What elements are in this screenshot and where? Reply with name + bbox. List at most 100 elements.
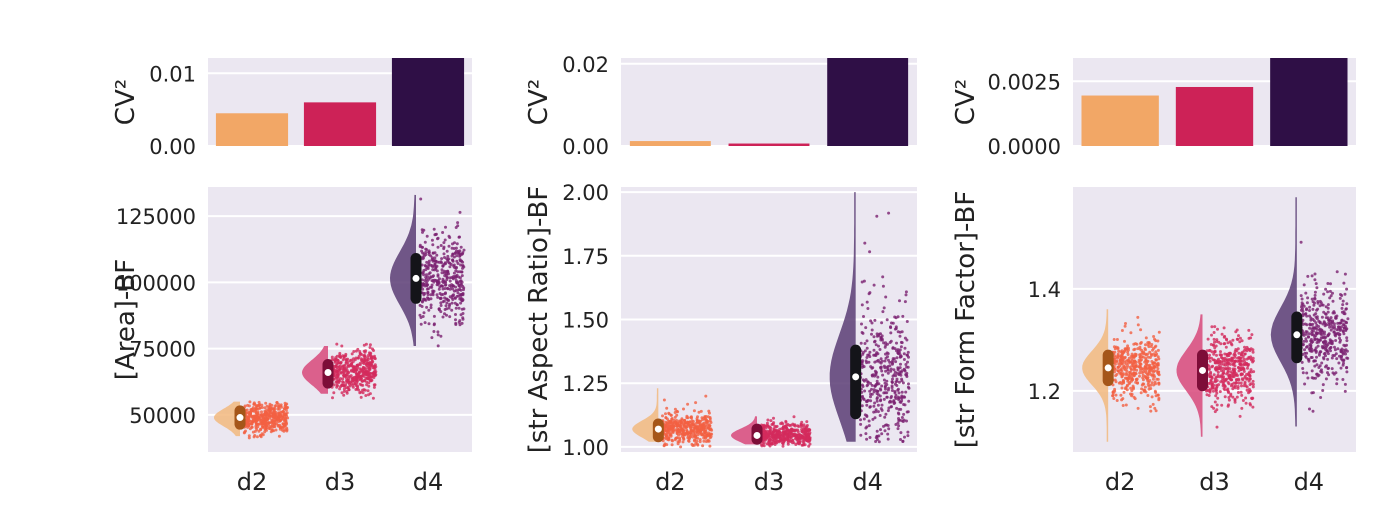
scatter-point <box>1122 367 1126 370</box>
scatter-point <box>243 430 247 434</box>
scatter-point <box>862 417 866 421</box>
scatter-point <box>1324 335 1328 339</box>
scatter-point <box>458 249 462 253</box>
scatter-point <box>445 313 448 317</box>
scatter-point <box>693 432 697 436</box>
scatter-point <box>699 409 703 413</box>
scatter-point <box>898 370 902 374</box>
scatter-point <box>870 321 874 325</box>
scatter-point <box>459 313 463 317</box>
scatter-point <box>1312 313 1316 317</box>
scatter-point <box>423 292 427 295</box>
scatter-point <box>873 401 877 405</box>
scatter-point <box>370 356 374 360</box>
scatter-point <box>862 379 866 383</box>
scatter-point <box>1223 342 1227 346</box>
scatter-point <box>362 353 366 357</box>
scatter-point <box>868 405 872 409</box>
scatter-point <box>1151 377 1155 381</box>
scatter-point <box>425 305 429 309</box>
scatter-point <box>800 428 804 431</box>
scatter-point <box>696 443 700 447</box>
scatter-point <box>443 283 447 287</box>
scatter-point <box>670 417 674 420</box>
scatter-point <box>890 380 894 384</box>
scatter-point <box>344 383 348 387</box>
scatter-point <box>1244 401 1248 405</box>
scatter-point <box>427 308 431 312</box>
scatter-point <box>430 336 434 340</box>
scatter-point <box>1301 367 1305 370</box>
scatter-point <box>1224 361 1228 365</box>
scatter-point <box>1337 325 1341 329</box>
scatter-point <box>880 334 884 338</box>
scatter-point <box>373 367 377 371</box>
scatter-point <box>1155 377 1159 381</box>
scatter-point <box>868 350 872 354</box>
scatter-point <box>1114 393 1118 397</box>
scatter-point <box>1313 293 1317 297</box>
scatter-point <box>1143 347 1147 350</box>
scatter-point <box>450 301 454 305</box>
scatter-point <box>455 254 459 258</box>
scatter-point <box>665 406 669 410</box>
scatter-point <box>373 373 377 377</box>
scatter-point <box>706 415 710 419</box>
scatter-point <box>806 435 810 439</box>
scatter-point <box>445 307 449 311</box>
scatter-point <box>1229 352 1232 355</box>
scatter-point <box>1334 334 1337 338</box>
scatter-point <box>1343 382 1347 386</box>
scatter-point <box>441 264 445 268</box>
scatter-point <box>1302 283 1306 287</box>
scatter-point <box>1244 347 1248 351</box>
scatter-point <box>1315 323 1319 327</box>
scatter-point <box>1321 383 1325 387</box>
scatter-point <box>664 435 668 439</box>
scatter-point <box>1331 320 1334 324</box>
scatter-point <box>900 330 904 334</box>
scatter-point <box>902 358 906 361</box>
scatter-point <box>784 420 788 424</box>
scatter-point <box>870 366 874 370</box>
scatter-point <box>1119 368 1123 372</box>
scatter-point <box>1242 370 1246 373</box>
scatter-point <box>1225 338 1229 342</box>
scatter-point <box>1205 388 1209 392</box>
scatter-point <box>1324 354 1327 358</box>
y-tick-label: 0.0025 <box>988 70 1061 94</box>
scatter-point <box>439 244 443 247</box>
scatter-point <box>432 323 436 327</box>
y-tick-label: 1.2 <box>1028 380 1061 404</box>
scatter-point <box>1138 365 1142 369</box>
scatter-point <box>451 242 454 246</box>
scatter-point <box>1220 360 1224 364</box>
scatter-point <box>1324 377 1328 381</box>
scatter-point <box>1304 312 1308 316</box>
scatter-point <box>1115 338 1119 341</box>
scatter-point <box>455 294 459 298</box>
scatter-point <box>895 371 899 375</box>
scatter-point <box>684 425 688 429</box>
panel-4: 50000 75000 100000 125000 [Area]-BF d2 d3 d4 <box>111 187 472 496</box>
scatter-point <box>447 306 451 310</box>
y-tick-label: 75000 <box>129 338 196 362</box>
scatter-point <box>1139 341 1143 344</box>
scatter-point <box>1308 407 1311 411</box>
bar-d2 <box>1081 95 1159 146</box>
scatter-point <box>418 243 422 247</box>
scatter-point <box>367 377 371 381</box>
scatter-point <box>1302 339 1306 343</box>
scatter-point <box>879 399 882 403</box>
scatter-point <box>453 296 457 300</box>
scatter-point <box>893 315 897 319</box>
scatter-point <box>276 405 280 408</box>
scatter-point <box>1138 345 1142 349</box>
scatter-point <box>881 284 885 288</box>
scatter-point <box>441 287 445 291</box>
panel-3: 0.0000 0.0025 CV² <box>951 58 1356 159</box>
scatter-point <box>443 261 447 265</box>
scatter-point <box>886 365 890 369</box>
scatter-point <box>898 366 902 370</box>
scatter-point <box>801 440 805 443</box>
